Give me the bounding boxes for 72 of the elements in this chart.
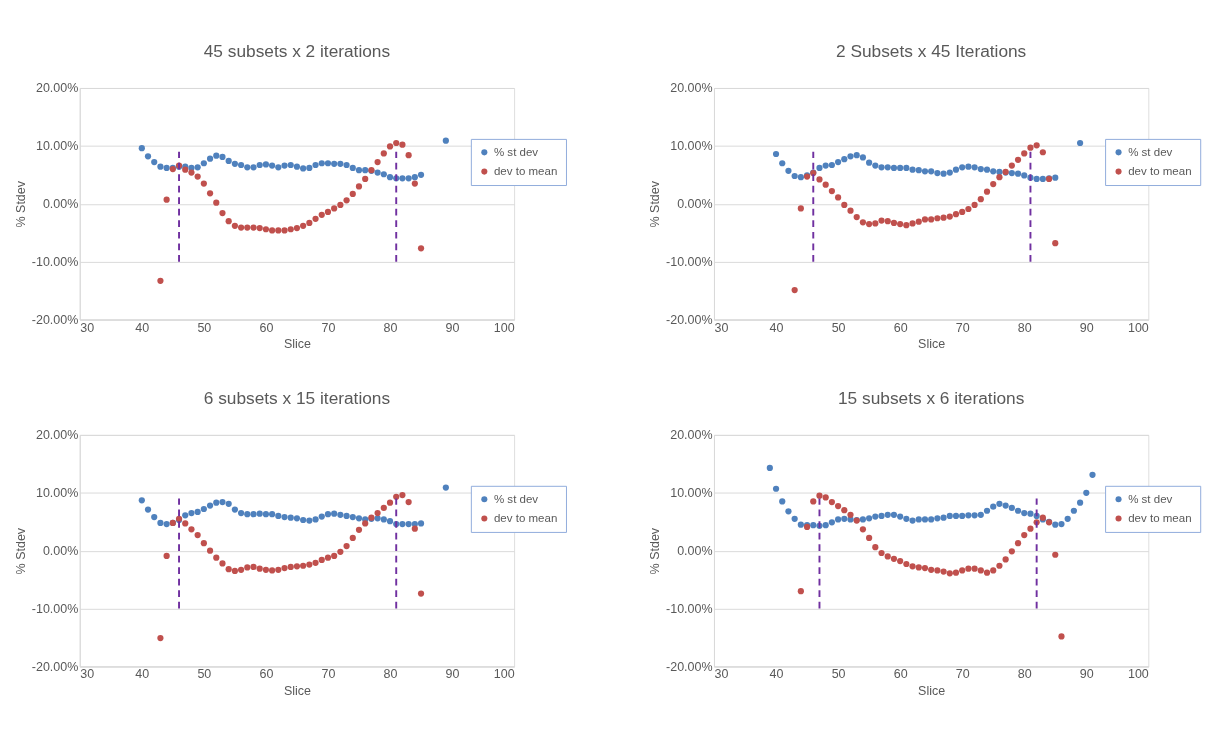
x-tick-label: 50 [831,667,846,682]
x-tick-label: 30 [714,667,729,682]
legend-label: % st dev [1128,146,1173,159]
y-tick-label: 20.00% [35,81,79,96]
x-tick-label: 90 [445,320,460,335]
y-tick-label: -10.00% [666,601,713,616]
y-tick-label: -20.00% [666,312,713,327]
x-tick-label: 90 [1079,667,1094,682]
y-tick-label: 10.00% [35,139,79,154]
x-tick-label: 90 [445,667,460,682]
y-tick-label: 20.00% [670,428,713,443]
y-tick-label: -20.00% [31,659,79,674]
y-axis-title: % Stdev [14,527,29,575]
legend-label: dev to mean [493,512,558,525]
x-tick-label: 80 [383,667,398,682]
y-tick-label: 0.00% [677,197,713,212]
y-tick-label: 0.00% [42,544,79,559]
x-tick-label: 100 [1127,320,1149,335]
x-tick-label: 100 [493,320,515,335]
y-tick-label: -10.00% [31,601,79,616]
x-tick-label: 40 [135,320,150,335]
legend-label: % st dev [493,493,539,506]
y-tick-label: 10.00% [35,486,79,501]
y-tick-label: -10.00% [31,255,79,270]
x-axis-title: Slice [283,683,311,698]
y-tick-label: -20.00% [666,659,713,674]
y-tick-label: 20.00% [670,81,713,96]
y-tick-label: 20.00% [35,428,79,443]
y-tick-label: 10.00% [670,486,713,501]
x-axis-title: Slice [283,336,311,351]
x-tick-label: 70 [955,320,970,335]
x-axis-title: Slice [918,336,946,351]
x-tick-label: 70 [955,667,970,682]
legend-label: dev to mean [1128,165,1192,178]
x-tick-label: 60 [893,320,908,335]
x-tick-label: 70 [321,667,336,682]
x-tick-label: 30 [80,667,95,682]
x-tick-label: 100 [493,667,515,682]
chart-title: 6 subsets x 15 iterations [203,388,391,409]
y-tick-label: 10.00% [670,139,713,154]
x-tick-label: 40 [769,667,784,682]
x-tick-label: 90 [1079,320,1094,335]
x-axis-title: Slice [918,683,946,698]
legend-label: dev to mean [1128,512,1192,525]
x-tick-label: 80 [1017,320,1032,335]
chart-title: 45 subsets x 2 iterations [203,41,391,62]
x-tick-label: 50 [197,320,212,335]
y-tick-label: 0.00% [42,197,79,212]
x-tick-label: 80 [383,320,398,335]
x-tick-label: 30 [80,320,95,335]
y-axis-title: % Stdev [648,527,663,575]
x-tick-label: 60 [259,320,274,335]
chart-title: 15 subsets x 6 iterations [837,388,1025,409]
legend-label: % st dev [493,146,539,159]
x-tick-label: 50 [831,320,846,335]
x-tick-label: 60 [259,667,274,682]
x-tick-label: 100 [1127,667,1149,682]
x-tick-label: 70 [321,320,336,335]
x-tick-label: 50 [197,667,212,682]
x-tick-label: 80 [1017,667,1032,682]
y-tick-label: -20.00% [31,312,79,327]
y-tick-label: 0.00% [677,544,713,559]
legend-label: dev to mean [493,165,558,178]
x-tick-label: 40 [769,320,784,335]
y-axis-title: % Stdev [648,180,663,228]
chart-title: 2 Subsets x 45 Iterations [836,41,1027,62]
legend-label: % st dev [1128,493,1173,506]
y-axis-title: % Stdev [14,180,29,228]
x-tick-label: 40 [135,667,150,682]
x-tick-label: 30 [714,320,729,335]
y-tick-label: -10.00% [666,255,713,270]
x-tick-label: 60 [893,667,908,682]
